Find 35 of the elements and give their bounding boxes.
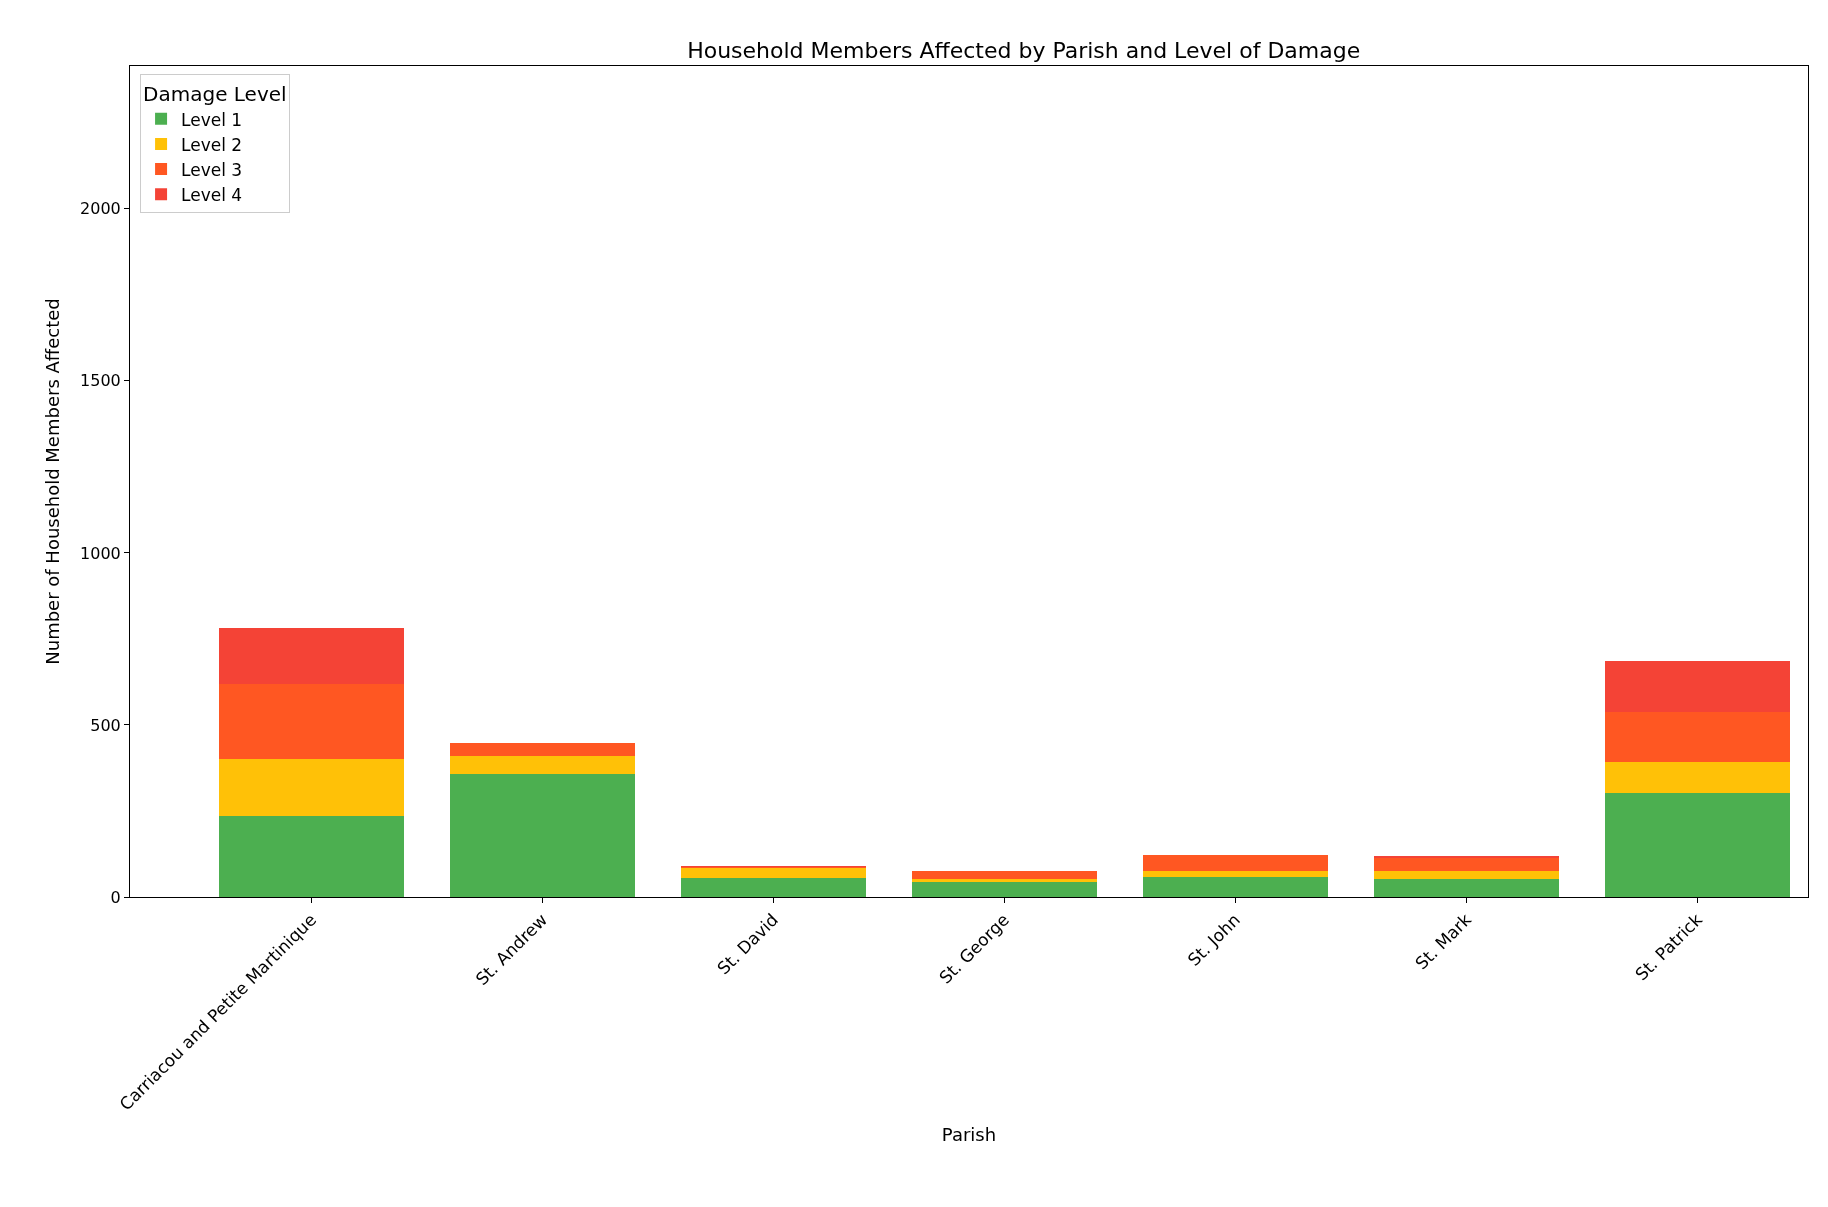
bar [1142, 870, 1328, 878]
bar [449, 773, 635, 897]
bar [218, 628, 404, 684]
y-tick-label: 500 [90, 715, 121, 735]
bar [1604, 793, 1790, 897]
bar [1604, 762, 1790, 794]
y-tick-label: 0 [110, 887, 121, 907]
bar [218, 759, 404, 817]
bar [449, 743, 635, 756]
bar [1373, 879, 1559, 897]
legend-title: Damage Level [143, 82, 287, 107]
y-tick-label: 2000 [80, 199, 121, 219]
bar [911, 870, 1097, 880]
bar [449, 755, 635, 774]
bar [1604, 711, 1790, 763]
y-tick-label: 1000 [80, 543, 121, 563]
x-axis-title: Parish [941, 1124, 997, 1146]
bar [1142, 855, 1328, 871]
legend-label: Level 4 [181, 184, 243, 205]
chart-title: Household Members Affected by Parish and Level of Damage [687, 37, 1361, 63]
bar [1373, 857, 1559, 871]
bar [218, 684, 404, 760]
legend-label: Level 1 [181, 109, 243, 130]
legend-label: Level 2 [181, 134, 243, 155]
bar [911, 882, 1097, 897]
y-tick-label: 1500 [80, 371, 121, 391]
bar [680, 867, 866, 878]
bar [1373, 870, 1559, 880]
legend-label: Level 3 [181, 159, 243, 180]
bar [218, 816, 404, 897]
bar [911, 879, 1097, 883]
bar [680, 877, 866, 897]
bar [1142, 877, 1328, 897]
y-axis-title: Number of Household Members Affected [42, 298, 64, 665]
bar [1604, 660, 1790, 712]
